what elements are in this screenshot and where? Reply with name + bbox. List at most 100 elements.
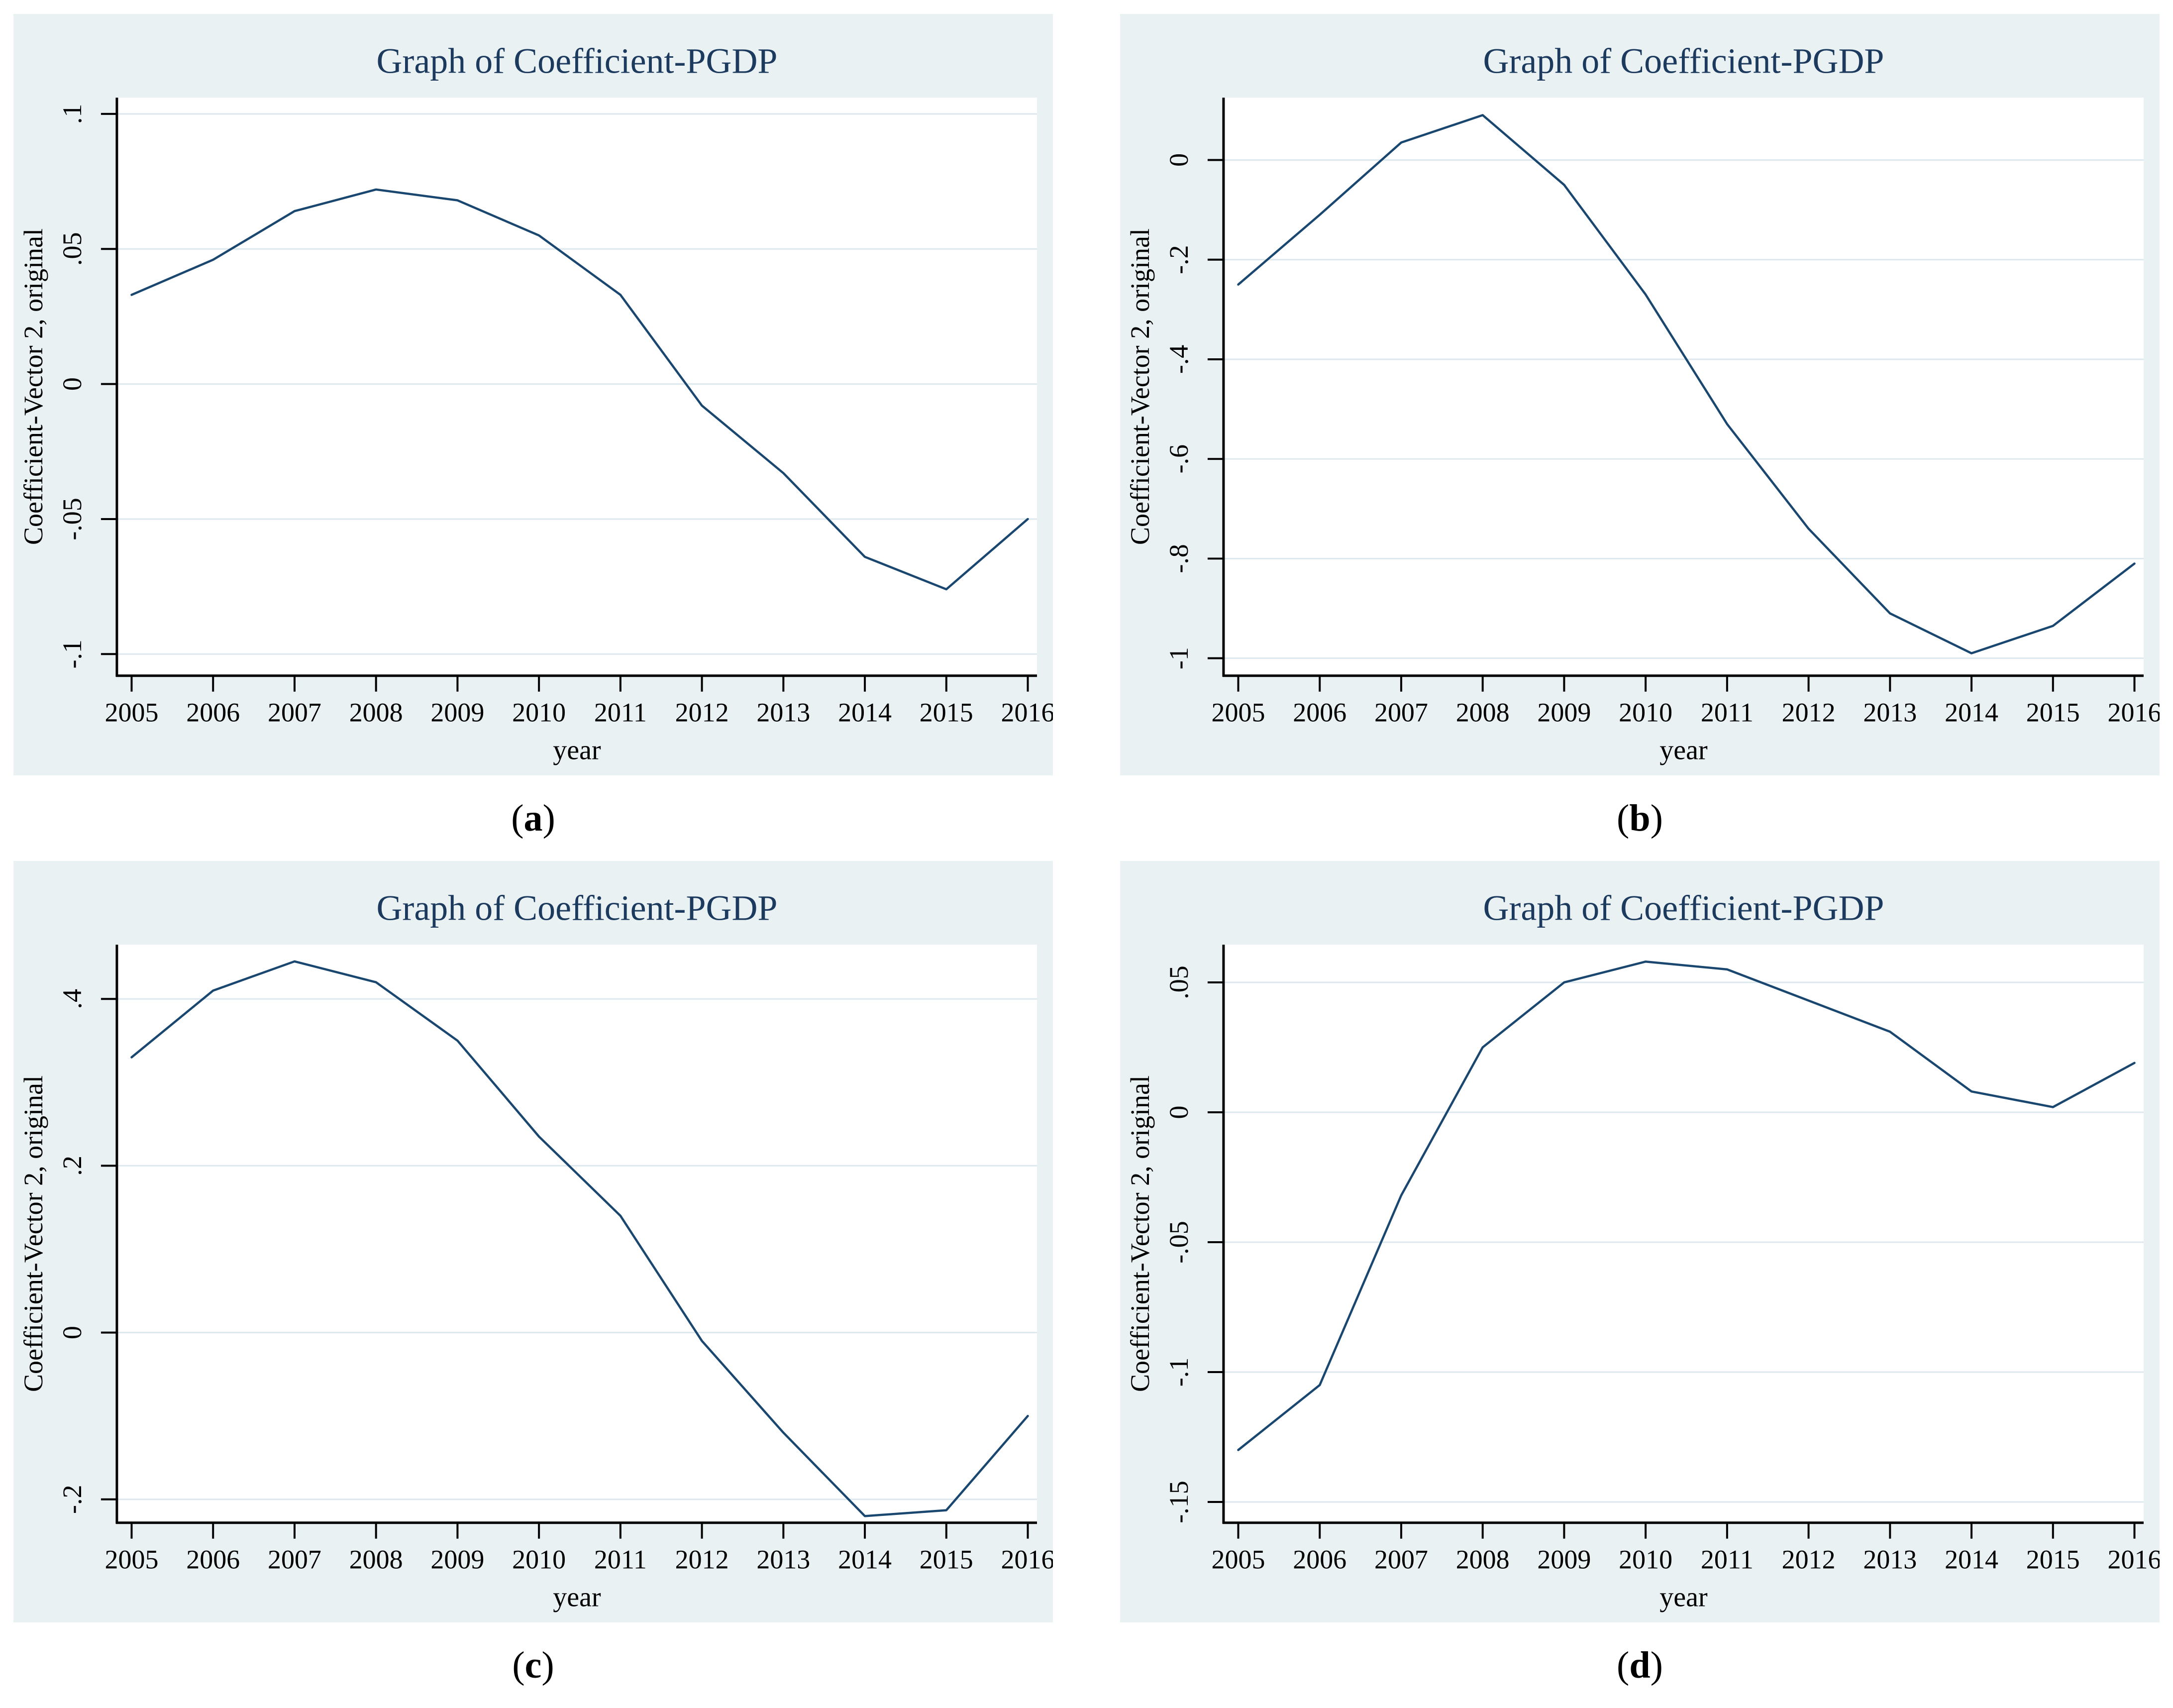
caption-letter: a [523,797,543,839]
x-tick-label: 2005 [105,1545,159,1575]
y-tick-label: -.6 [1164,444,1194,473]
panel-a-caption: (a) [13,775,1053,861]
x-tick-label: 2008 [349,698,403,728]
x-tick-label: 2016 [2108,1545,2160,1575]
x-tick-label: 2013 [756,1545,810,1575]
chart-b: 0 -.2 -.4 -.6 -.8 -1 2005 2006 2007 2008 2009 2010 2… [1120,14,2160,775]
x-tick-label: 2011 [1701,698,1754,728]
y-tick-label: -.8 [1164,544,1194,573]
panel-c: .4 .2 0 -.2 2005 2006 2007 2008 2009 2010 2011 2012… [13,861,1053,1708]
x-tick-label: 2005 [105,698,159,728]
panel-b: 0 -.2 -.4 -.6 -.8 -1 2005 2006 2007 2008 2009 2010 2… [1120,14,2160,861]
caption-open-paren: ( [511,797,524,839]
x-tick-label: 2011 [594,698,647,728]
x-tick-label: 2007 [1374,1545,1428,1575]
x-tick-label: 2010 [512,698,566,728]
chart-title: Graph of Coefficient-PGDP [376,888,777,928]
panel-d: .05 0 -.05 -.1 -.15 2005 2006 2007 2008 2009 2010 2… [1120,861,2160,1708]
y-tick-label: -.05 [57,498,87,540]
x-axis-label: year [553,1582,601,1613]
caption-close-paren: ) [1650,1644,1663,1686]
chart-d: .05 0 -.05 -.1 -.15 2005 2006 2007 2008 2009 2010 2… [1120,861,2160,1622]
x-tick-label: 2016 [1001,1545,1053,1575]
x-tick-label: 2009 [430,1545,484,1575]
caption-letter: d [1629,1644,1651,1686]
data-line [1237,960,2136,1451]
x-tick-label: 2007 [268,1545,321,1575]
x-tick-label: 2006 [186,698,240,728]
x-tick-label: 2015 [2026,1545,2080,1575]
caption-close-paren: ) [542,797,555,839]
caption-letter: c [524,1644,542,1686]
x-tick-label: 2016 [2108,698,2160,728]
y-tick-label: .2 [57,1156,87,1175]
x-tick-label: 2014 [838,1545,892,1575]
y-tick-label: 0 [1164,1105,1194,1119]
panel-c-caption: (c) [13,1622,1053,1708]
y-axis-label: Coefficient-Vector 2, original [1125,1075,1155,1392]
x-tick-label: 2008 [1456,698,1510,728]
y-axis-label: Coefficient-Vector 2, original [18,228,48,545]
panel-b-caption: (b) [1120,775,2160,861]
x-tick-label: 2006 [1293,1545,1346,1575]
x-axis-label: year [1659,1582,1708,1613]
panel-a: .1 .05 0 -.05 -.1 2005 2006 2007 2008 2009 2010 201… [13,14,1053,861]
x-tick-label: 2015 [920,698,973,728]
x-tick-label: 2010 [1619,1545,1672,1575]
x-tick-label: 2006 [186,1545,240,1575]
x-tick-label: 2013 [756,698,810,728]
x-tick-label: 2013 [1863,698,1917,728]
caption-open-paren: ( [1617,1644,1630,1686]
x-tick-label: 2005 [1212,1545,1265,1575]
y-tick-label: -.2 [57,1485,87,1514]
data-line [130,188,1029,591]
y-tick-label: -1 [1164,647,1194,669]
data-line [130,960,1029,1517]
y-tick-label: .1 [57,104,87,124]
x-tick-label: 2013 [1863,1545,1917,1575]
caption-close-paren: ) [541,1644,554,1686]
y-tick-label: .4 [57,989,87,1009]
x-tick-label: 2011 [1701,1545,1754,1575]
data-line [1237,114,2136,654]
x-tick-label: 2014 [1945,1545,1998,1575]
x-tick-label: 2012 [675,1545,729,1575]
x-tick-label: 2009 [1537,698,1591,728]
x-axis-label: year [1659,735,1708,766]
chart-a: .1 .05 0 -.05 -.1 2005 2006 2007 2008 2009 2010 201… [13,14,1053,775]
chart-title: Graph of Coefficient-PGDP [376,41,777,81]
x-tick-label: 2012 [675,698,729,728]
caption-close-paren: ) [1650,797,1663,839]
x-tick-label: 2008 [349,1545,403,1575]
x-tick-label: 2008 [1456,1545,1510,1575]
x-tick-label: 2009 [1537,1545,1591,1575]
x-tick-label: 2005 [1212,698,1265,728]
y-tick-label: 0 [57,1326,87,1339]
caption-open-paren: ( [512,1644,525,1686]
y-tick-label: .05 [57,232,87,265]
chart-title: Graph of Coefficient-PGDP [1483,888,1884,928]
x-tick-label: 2011 [594,1545,647,1575]
y-tick-label: -.2 [1164,245,1194,274]
x-tick-label: 2012 [1782,1545,1836,1575]
plot-area [116,98,1037,676]
x-tick-label: 2007 [1374,698,1428,728]
plot-area [1223,945,2144,1523]
y-axis-label: Coefficient-Vector 2, original [1125,228,1155,545]
x-axis-label: year [553,735,601,766]
x-tick-label: 2010 [512,1545,566,1575]
x-tick-label: 2009 [430,698,484,728]
y-tick-label: -.4 [1164,345,1194,374]
plot-area [116,945,1037,1523]
chart-title: Graph of Coefficient-PGDP [1483,41,1884,81]
plot-area [1223,98,2144,676]
y-tick-label: .05 [1164,965,1194,999]
x-tick-label: 2007 [268,698,321,728]
x-tick-label: 2016 [1001,698,1053,728]
panel-d-caption: (d) [1120,1622,2160,1708]
y-tick-label: -.05 [1164,1221,1194,1263]
x-tick-label: 2010 [1619,698,1672,728]
y-tick-label: 0 [1164,153,1194,167]
y-tick-label: 0 [57,377,87,391]
